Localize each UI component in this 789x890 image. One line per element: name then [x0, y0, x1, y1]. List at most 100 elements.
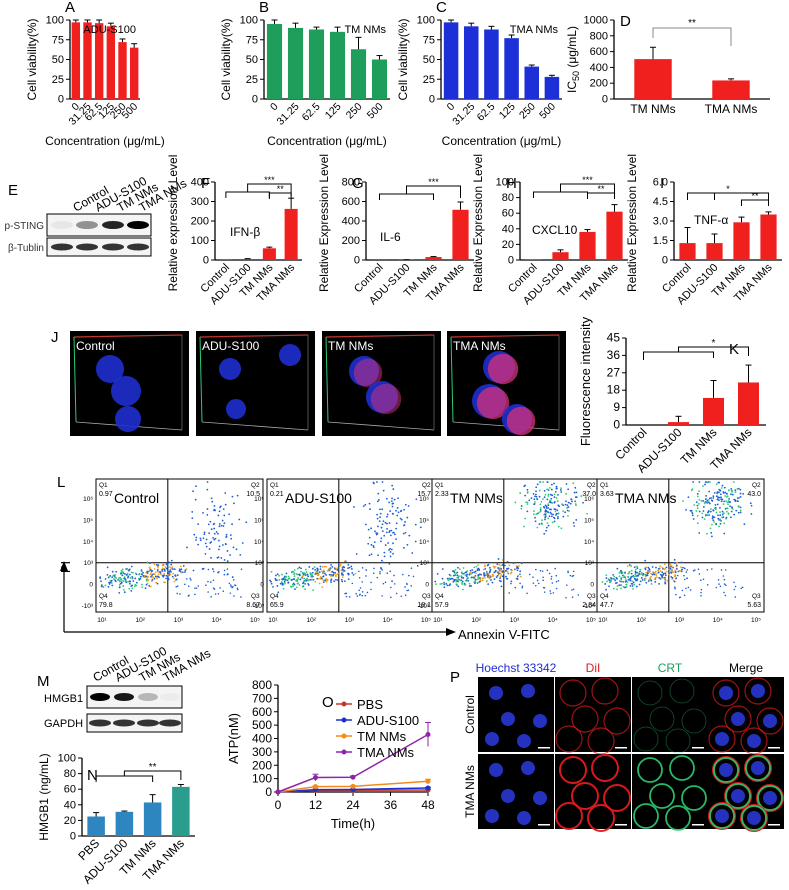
panel-l-dot	[197, 523, 200, 525]
panel-l-dot	[627, 578, 630, 581]
panel-n-sig: **	[149, 762, 157, 773]
panel-l-dot	[628, 570, 631, 573]
panel-l-dot	[528, 499, 531, 502]
panel-o-series-line	[277, 780, 429, 793]
panel-l-dot	[457, 578, 460, 581]
panel-l-dot	[336, 579, 339, 582]
panel-d-ylabel: IC50 (μg/mL)	[565, 26, 581, 93]
panel-l-dot	[683, 578, 686, 581]
panel-l-dot	[514, 586, 517, 589]
panel-l-dot	[637, 574, 640, 577]
panel-c-ytick-label: 0	[429, 94, 435, 106]
panel-l-dot	[518, 564, 520, 567]
panel-p-image	[632, 677, 708, 754]
panel-l-dot	[675, 564, 678, 567]
panel-l-dot	[304, 582, 306, 585]
panel-l-dot	[519, 570, 522, 573]
panel-l-dot	[206, 508, 209, 510]
panel-l-xtick-label: 10⁴	[713, 617, 723, 624]
panel-l-dot	[231, 523, 233, 526]
panel-l-dot	[559, 489, 562, 491]
panel-l-dot	[702, 578, 705, 581]
panel-l-dot	[458, 575, 460, 577]
panel-l-dot	[515, 567, 518, 569]
panel-l-dot	[720, 569, 723, 571]
panel-l-dots	[434, 481, 589, 599]
panel-l-dot	[297, 577, 300, 579]
panel-l-dot	[474, 574, 477, 577]
panel-l-dot	[238, 518, 241, 521]
panel-p-image	[478, 754, 554, 829]
panel-o-point	[275, 789, 281, 795]
panel-l-dot	[715, 586, 718, 589]
panel-l-dot	[697, 568, 700, 570]
panel-l-q2-label: Q2	[587, 482, 596, 489]
panel-l-dot	[350, 568, 353, 570]
panel-l-dot	[553, 517, 556, 520]
panel-l-dot	[698, 490, 700, 493]
panel-l-dot	[555, 574, 558, 577]
panel-l-dot	[679, 596, 682, 598]
panel-l-dot	[230, 585, 232, 588]
panel-l-ytick-label: 10⁵	[584, 517, 594, 524]
panel-l-dot	[365, 575, 367, 577]
panel-l-dot	[389, 570, 392, 573]
panel-l-dot	[723, 583, 726, 585]
panel-l-dot	[672, 571, 675, 574]
panel-l-dot	[239, 554, 242, 556]
panel-j-frame-green	[325, 336, 329, 423]
panel-p-column-label: Merge	[729, 661, 763, 675]
panel-b-bar	[266, 23, 283, 100]
panel-l-dot	[683, 574, 685, 577]
panel-l-dot	[546, 481, 549, 483]
panel-l-dot	[215, 531, 218, 533]
panel-l-q2-label: Q2	[752, 482, 761, 489]
panel-l-dot	[319, 565, 322, 568]
panel-l-dot	[386, 522, 388, 525]
panel-b-ytick-label: 50	[246, 54, 258, 66]
panel-l-dot	[734, 500, 737, 503]
panel-l-dot	[480, 573, 483, 576]
panel-l-dot	[725, 584, 727, 587]
panel-l-dot	[150, 580, 153, 583]
panel-l-dot	[217, 548, 220, 551]
panel-l-dot	[711, 568, 713, 570]
panel-l-dot	[481, 577, 484, 580]
panel-c-bar	[484, 29, 499, 100]
panel-j-frame-green	[73, 336, 77, 423]
panel-l-dot	[669, 563, 672, 566]
panel-l-dot	[734, 491, 737, 493]
panel-l-dot	[471, 571, 474, 574]
panel-l-dot	[330, 575, 332, 578]
panel-n-ylabel: HMGB1 (ng/mL)	[37, 753, 51, 840]
panel-l-dot	[295, 579, 297, 582]
panel-l-dot	[577, 594, 580, 596]
panel-l-dot	[706, 514, 709, 517]
panel-l-dot	[450, 577, 453, 580]
panel-l-dot	[102, 586, 105, 588]
panel-i-bar	[679, 243, 696, 260]
panel-l-dot	[330, 581, 332, 584]
panel-c-bar	[544, 76, 560, 99]
panel-l-dot	[216, 556, 219, 559]
panel-l-dot	[676, 574, 679, 577]
panel-l-dot	[364, 523, 367, 526]
panel-l-dot	[134, 577, 137, 580]
panel-p-crt	[669, 678, 695, 704]
panel-l-dot	[634, 575, 637, 578]
panel-o-point	[313, 784, 318, 790]
panel-l-dot	[668, 573, 671, 576]
panel-l-dot	[370, 588, 372, 591]
panel-l-dot	[222, 525, 225, 527]
panel-n-ytick-label: 60	[64, 784, 76, 796]
panel-l-dot	[557, 493, 559, 496]
panel-j-letter: J	[51, 329, 59, 346]
panel-l-dot	[232, 585, 234, 588]
panel-l-dot	[397, 497, 399, 500]
panel-l-dot	[131, 584, 134, 587]
panel-h-ytick-label: 80	[502, 192, 514, 204]
panel-o-letter: O	[322, 694, 334, 711]
panel-l-dot	[319, 575, 322, 578]
panel-o-legend-label: TMA NMs	[357, 745, 415, 760]
panel-l-ytick-label: 10⁶	[419, 496, 429, 503]
